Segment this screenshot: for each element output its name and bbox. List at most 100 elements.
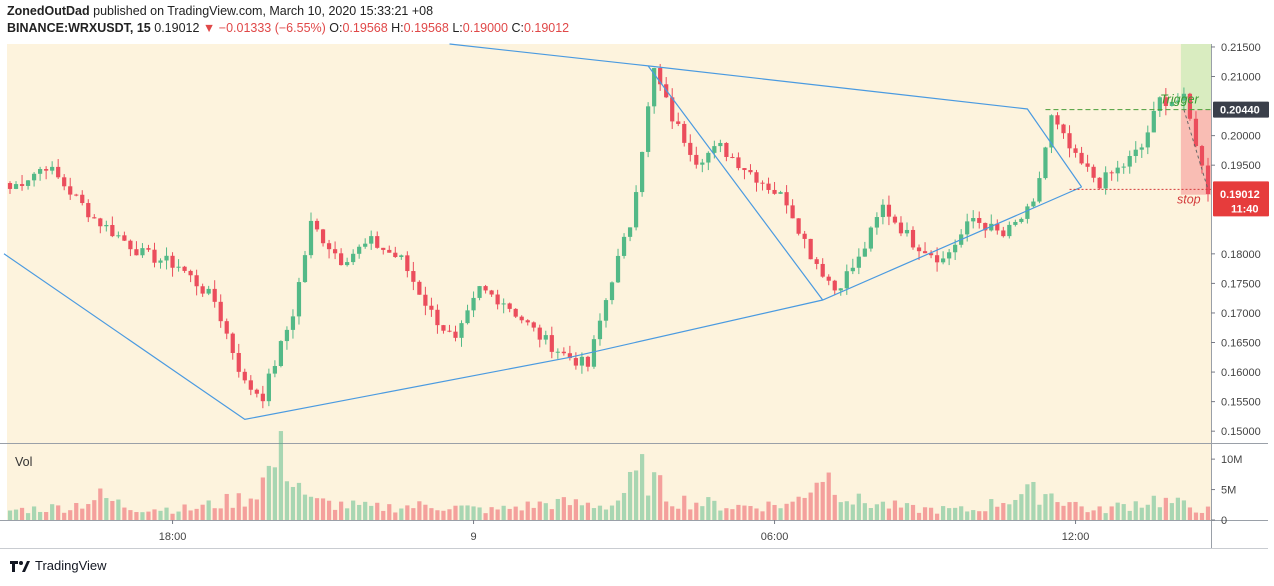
candle-body <box>92 217 97 219</box>
volume-bar <box>1157 507 1162 520</box>
volume-bar <box>375 502 380 520</box>
price-tick-label: 0.15000 <box>1221 426 1261 438</box>
volume-bar <box>381 510 386 520</box>
volume-bar <box>357 504 362 520</box>
candle <box>597 313 603 346</box>
candle <box>224 318 229 340</box>
candle-body <box>1031 201 1036 207</box>
candle-body <box>326 243 332 250</box>
candle-body <box>122 235 127 241</box>
candle-body <box>874 217 879 228</box>
volume-bar <box>531 507 536 520</box>
volume-bar <box>832 494 837 520</box>
candle-body <box>278 341 284 367</box>
candle-body <box>25 180 31 186</box>
candle-body <box>868 227 873 249</box>
candle <box>1013 219 1018 227</box>
volume-bar <box>802 497 807 520</box>
candle-body <box>591 339 597 367</box>
volume-bar <box>718 510 723 520</box>
candle-body <box>351 253 356 263</box>
volume-bar <box>977 511 982 520</box>
volume-bar <box>68 510 73 520</box>
volume-bar <box>441 510 446 520</box>
candle <box>995 219 1000 235</box>
price-badge-bg <box>1213 101 1269 118</box>
candle <box>50 161 55 175</box>
volume-bar <box>1073 501 1078 520</box>
candle-body <box>218 301 223 322</box>
candle-body <box>706 152 711 163</box>
price-badge-label: 0.20440 <box>1220 105 1260 117</box>
candle-body <box>1115 167 1120 174</box>
candle-body <box>712 146 717 153</box>
volume-bars <box>7 431 1211 520</box>
candle <box>278 340 284 368</box>
volume-bar <box>1085 512 1090 520</box>
open-label: O: <box>329 21 343 35</box>
footer-brand[interactable]: TradingView <box>9 558 107 573</box>
volume-bar <box>1127 510 1132 520</box>
volume-bar <box>633 470 639 520</box>
candle-body <box>1151 110 1156 133</box>
volume-tick-label: 10M <box>1221 454 1242 466</box>
candle <box>242 368 247 384</box>
volume-bar <box>910 504 916 520</box>
volume-bar <box>1175 497 1180 520</box>
tradingview-brand-text: TradingView <box>35 558 107 573</box>
candle <box>308 212 314 259</box>
volume-bar <box>369 505 374 520</box>
candle-body <box>549 335 554 352</box>
candle <box>585 355 591 372</box>
volume-bar <box>1001 503 1006 520</box>
candle-body <box>519 316 524 321</box>
price-tick-label: 0.16000 <box>1221 367 1261 379</box>
candle-body <box>314 220 320 230</box>
candle-body <box>1199 146 1205 166</box>
candle-body <box>182 266 187 271</box>
candle-body <box>754 172 759 183</box>
candle <box>1205 157 1211 202</box>
volume-bar <box>345 508 350 520</box>
candle <box>1037 171 1042 204</box>
volume-bar <box>742 505 747 520</box>
volume-bar <box>158 510 163 520</box>
volume-bar <box>326 500 332 520</box>
candle-body <box>1187 93 1193 119</box>
candle <box>1169 99 1174 107</box>
volume-bar <box>676 508 681 520</box>
volume-bar <box>182 504 187 520</box>
candle <box>832 279 837 296</box>
price-badge-bg <box>1213 200 1269 217</box>
candle-body <box>104 225 109 227</box>
candle-body <box>724 142 729 157</box>
volume-bar <box>820 481 825 520</box>
candle <box>110 216 115 238</box>
candle <box>188 269 193 283</box>
candle <box>658 63 663 91</box>
candle <box>886 195 892 226</box>
candle-body <box>1097 177 1102 189</box>
author-name[interactable]: ZonedOutDad <box>7 4 90 18</box>
candle-body <box>730 156 735 158</box>
candle <box>555 348 560 359</box>
volume-bar <box>1121 504 1126 520</box>
volume-bar <box>856 493 861 520</box>
ohlc-line: BINANCE:WRXUSDT, 15 0.19012 ▼ −0.01333 (… <box>7 20 569 37</box>
last-price: 0.19012 <box>154 21 200 35</box>
candle <box>910 226 916 250</box>
candle-body <box>1193 118 1199 147</box>
candle-body <box>56 166 61 178</box>
volume-bar <box>983 511 988 520</box>
candle-body <box>423 294 428 306</box>
candle <box>796 218 801 236</box>
volume-bar <box>579 505 585 520</box>
volume-bar <box>585 502 591 520</box>
volume-bar <box>1109 506 1114 520</box>
candle <box>904 222 910 237</box>
candle <box>615 248 621 283</box>
candle-body <box>224 321 229 334</box>
volume-bar <box>483 513 488 520</box>
candle-body <box>13 184 19 189</box>
